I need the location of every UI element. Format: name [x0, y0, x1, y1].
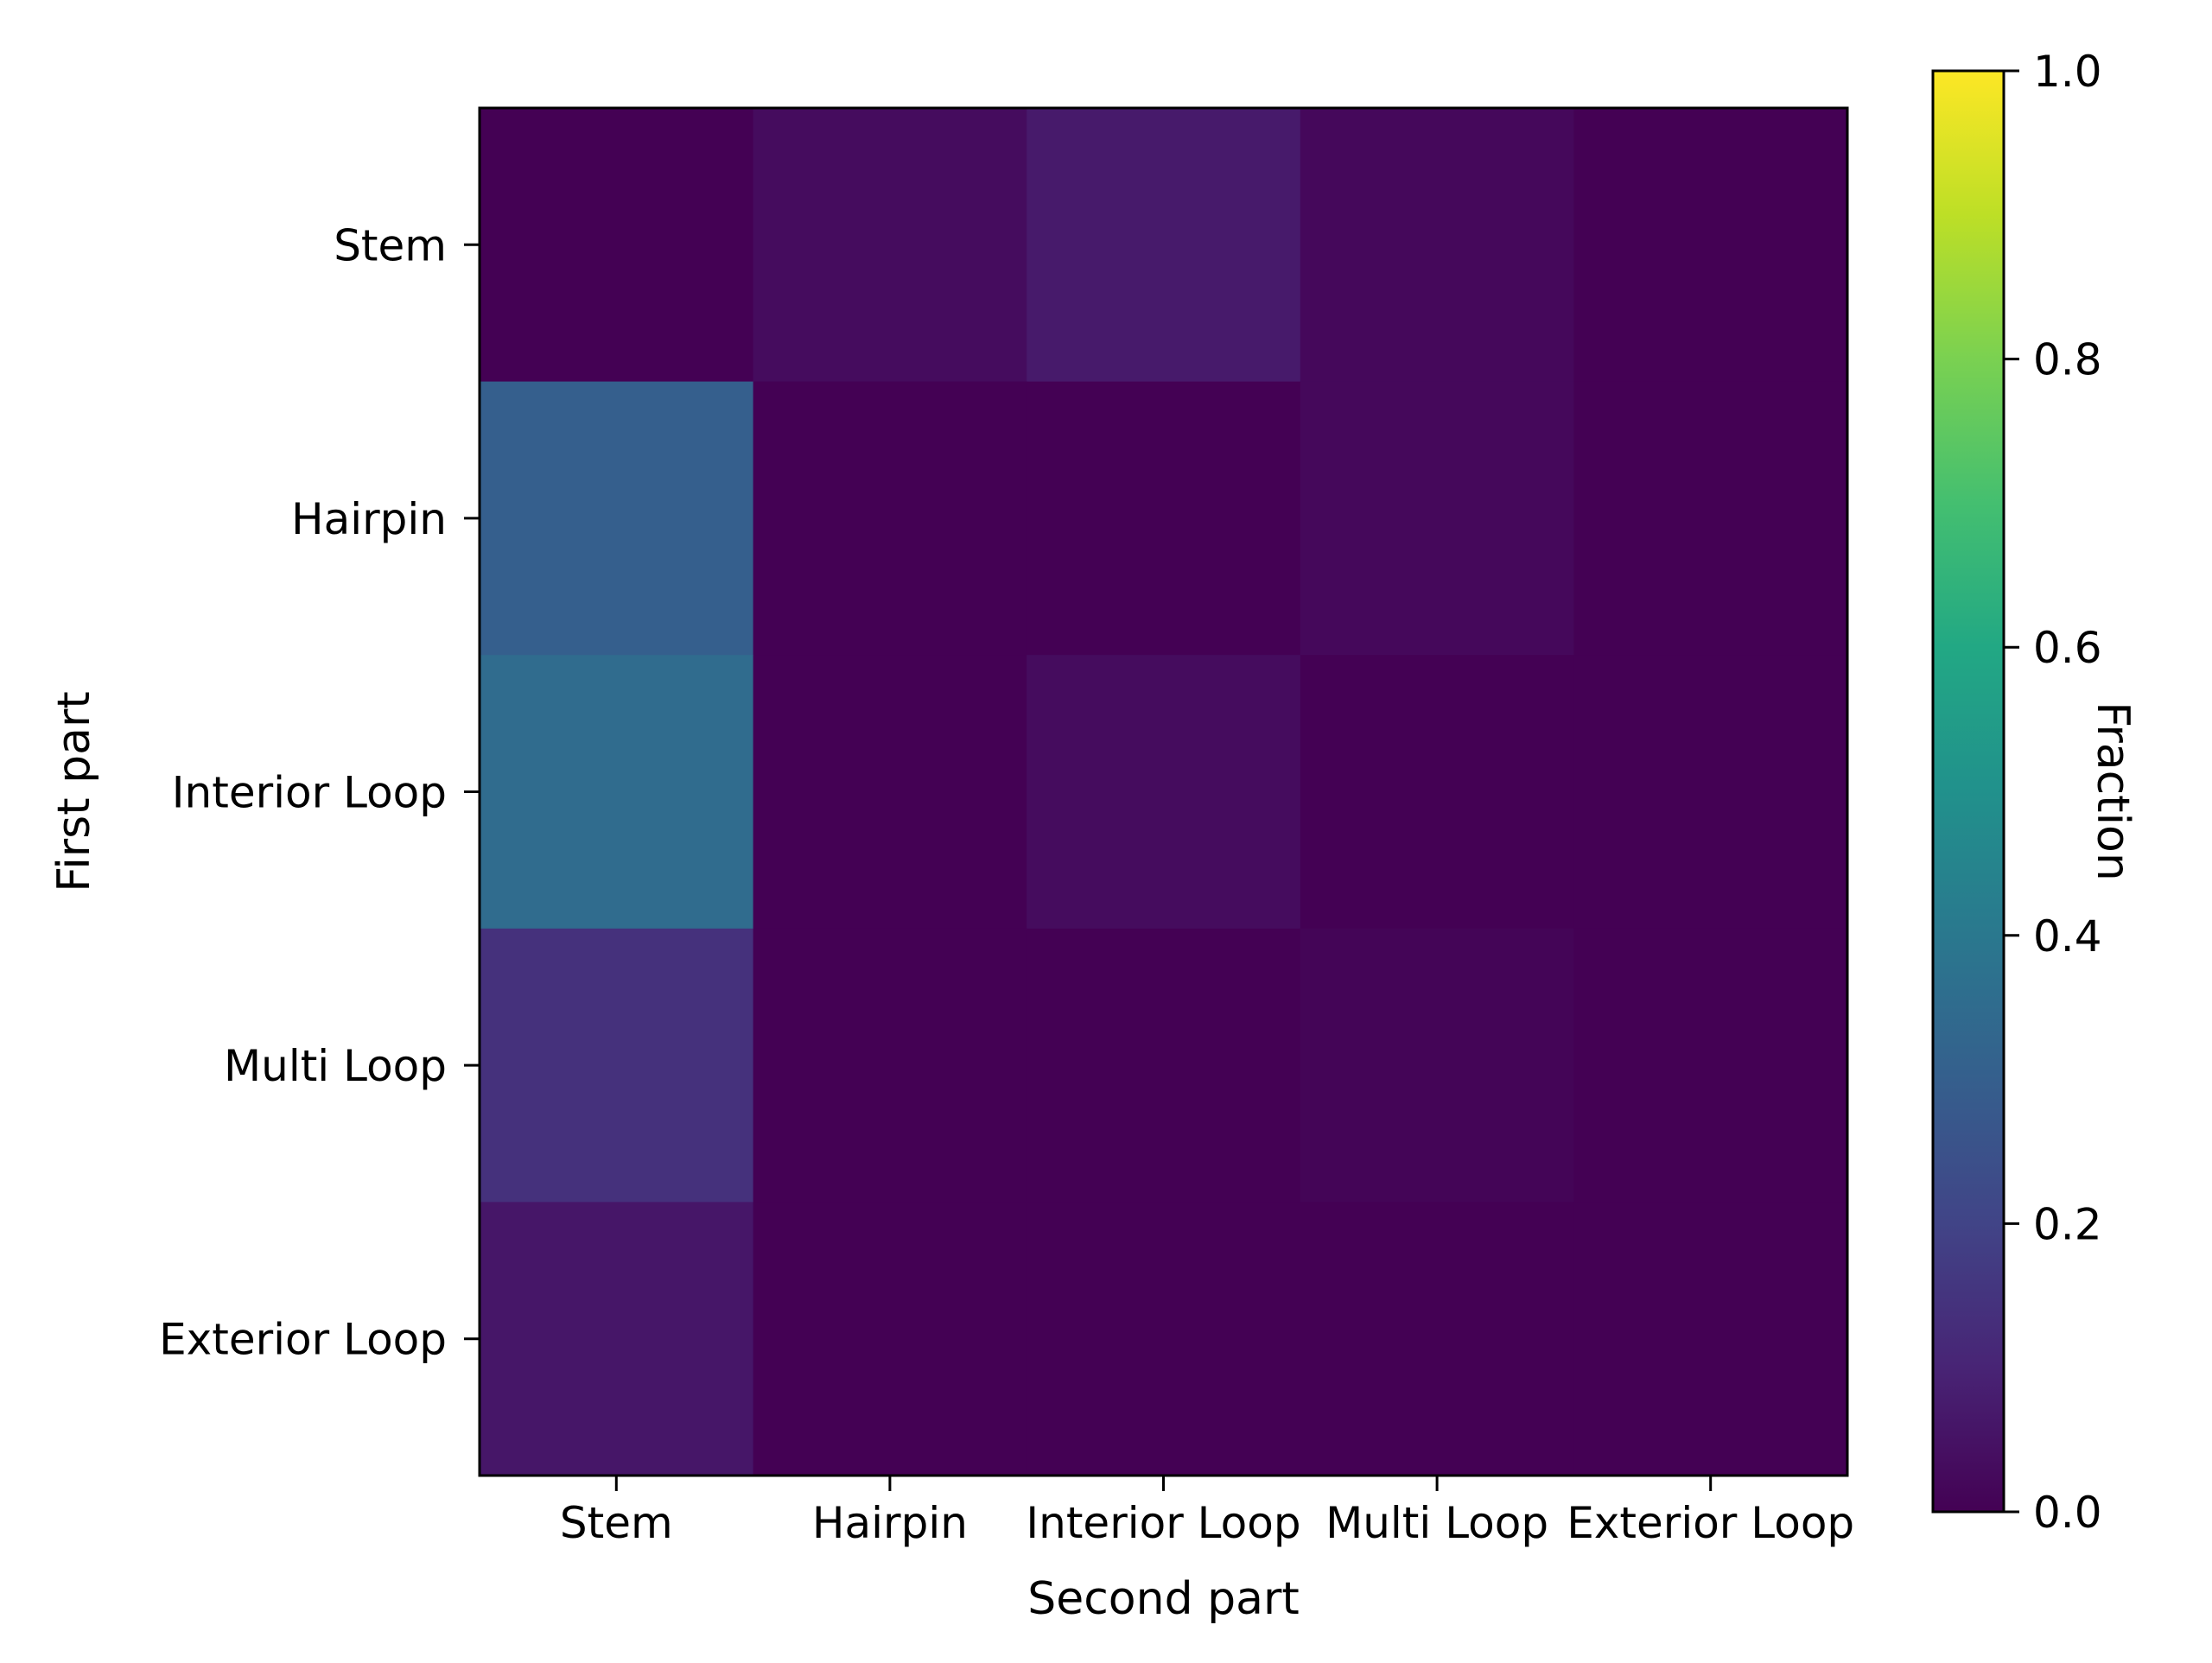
heatmap-cell — [1300, 381, 1574, 656]
colorbar-tick-label: 0.0 — [2033, 1488, 2102, 1538]
heatmap-cell — [1027, 655, 1301, 930]
y-axis: Stem Hairpin Interior Loop Multi Loop Exteri… — [159, 220, 480, 1365]
colorbar-ticks: 0.0 0.2 0.4 0.6 0.8 1.0 — [2004, 47, 2102, 1538]
heatmap-cell — [480, 928, 754, 1203]
heatmap-cell — [753, 381, 1027, 656]
heatmap-cell — [480, 1202, 754, 1476]
heatmap-cells — [480, 108, 1848, 1476]
heatmap-cell — [753, 655, 1027, 930]
colorbar-gradient — [1931, 69, 2005, 1514]
y-tick-label: Interior Loop — [172, 768, 447, 818]
y-axis-label: First part — [48, 691, 100, 892]
y-tick-label: Hairpin — [291, 494, 447, 544]
heatmap-cell — [1027, 108, 1301, 383]
heatmap-cell — [480, 108, 754, 383]
heatmap-cell — [1027, 1202, 1301, 1476]
heatmap-cell — [1573, 1202, 1848, 1476]
y-tick-label: Exterior Loop — [159, 1315, 447, 1365]
colorbar-tick-label: 0.4 — [2033, 911, 2102, 962]
x-tick-label: Exterior Loop — [1567, 1498, 1854, 1548]
heatmap-cell — [480, 381, 754, 656]
x-tick-label: Hairpin — [812, 1498, 968, 1548]
heatmap-cell — [1300, 928, 1574, 1203]
y-tick-label: Multi Loop — [224, 1041, 447, 1091]
heatmap-cell — [1573, 108, 1848, 383]
x-axis: Stem Hairpin Interior Loop Multi Loop Exteri… — [560, 1476, 1854, 1548]
colorbar-tick-label: 1.0 — [2033, 47, 2102, 97]
x-axis-label: Second part — [1027, 1573, 1300, 1625]
heatmap-cell — [1300, 1202, 1574, 1476]
colorbar: 0.0 0.2 0.4 0.6 0.8 1.0 Fraction — [1931, 47, 2139, 1538]
heatmap-cell — [753, 108, 1027, 383]
heatmap-cell — [480, 655, 754, 930]
x-tick-label: Interior Loop — [1026, 1498, 1300, 1548]
heatmap-cell — [1573, 381, 1848, 656]
colorbar-tick-label: 0.6 — [2033, 623, 2102, 673]
heatmap-cell — [1300, 655, 1574, 930]
heatmap-cell — [1027, 381, 1301, 656]
heatmap-cell — [1573, 655, 1848, 930]
heatmap-cell — [753, 1202, 1027, 1476]
colorbar-tick-label: 0.8 — [2033, 335, 2102, 385]
colorbar-label: Fraction — [2087, 701, 2139, 881]
heatmap-cell — [1027, 928, 1301, 1203]
heatmap-cell — [1573, 928, 1848, 1203]
y-tick-label: Stem — [334, 220, 447, 270]
x-tick-label: Multi Loop — [1325, 1498, 1548, 1548]
x-tick-label: Stem — [560, 1498, 673, 1548]
heatmap-cell — [1300, 108, 1574, 383]
heatmap-cell — [753, 928, 1027, 1203]
colorbar-tick-label: 0.2 — [2033, 1199, 2102, 1249]
